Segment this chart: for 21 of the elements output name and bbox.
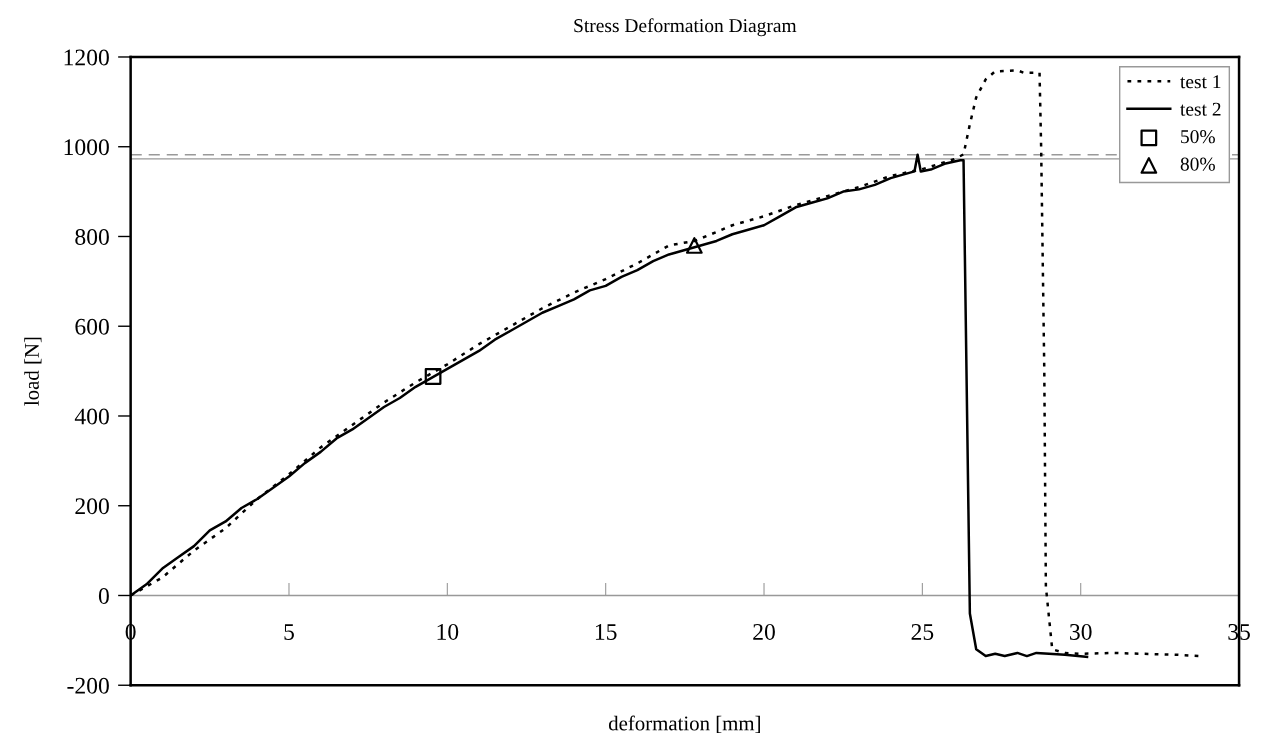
x-axis-title: deformation [mm]: [608, 715, 760, 734]
y-tick-label: 200: [75, 498, 109, 515]
x-tick-label: 5: [284, 624, 294, 640]
x-tick-label: 25: [911, 624, 934, 640]
y-tick-label: -200: [67, 677, 109, 694]
x-tick-label: 20: [753, 623, 775, 640]
y-tick-label: 400: [74, 408, 109, 425]
y-axis-title: load [N]: [24, 337, 42, 406]
legend-label: test 2: [1180, 102, 1221, 116]
x-tick-label: 15: [595, 624, 617, 640]
y-tick-label: 800: [75, 228, 109, 245]
y-tick-label: 1000: [64, 139, 109, 156]
y-tick-label: 600: [75, 318, 109, 335]
legend-label: 80%: [1180, 157, 1215, 171]
legend-label: 50%: [1181, 130, 1215, 144]
y-tick-label: 1200: [64, 49, 109, 66]
x-tick-label: 10: [437, 623, 459, 640]
y-tick-label: 0: [98, 587, 109, 604]
x-tick-label: 30: [1070, 623, 1092, 640]
legend-label: test 1: [1180, 75, 1221, 89]
chart-title: Stress Deformation Diagram: [574, 18, 797, 37]
